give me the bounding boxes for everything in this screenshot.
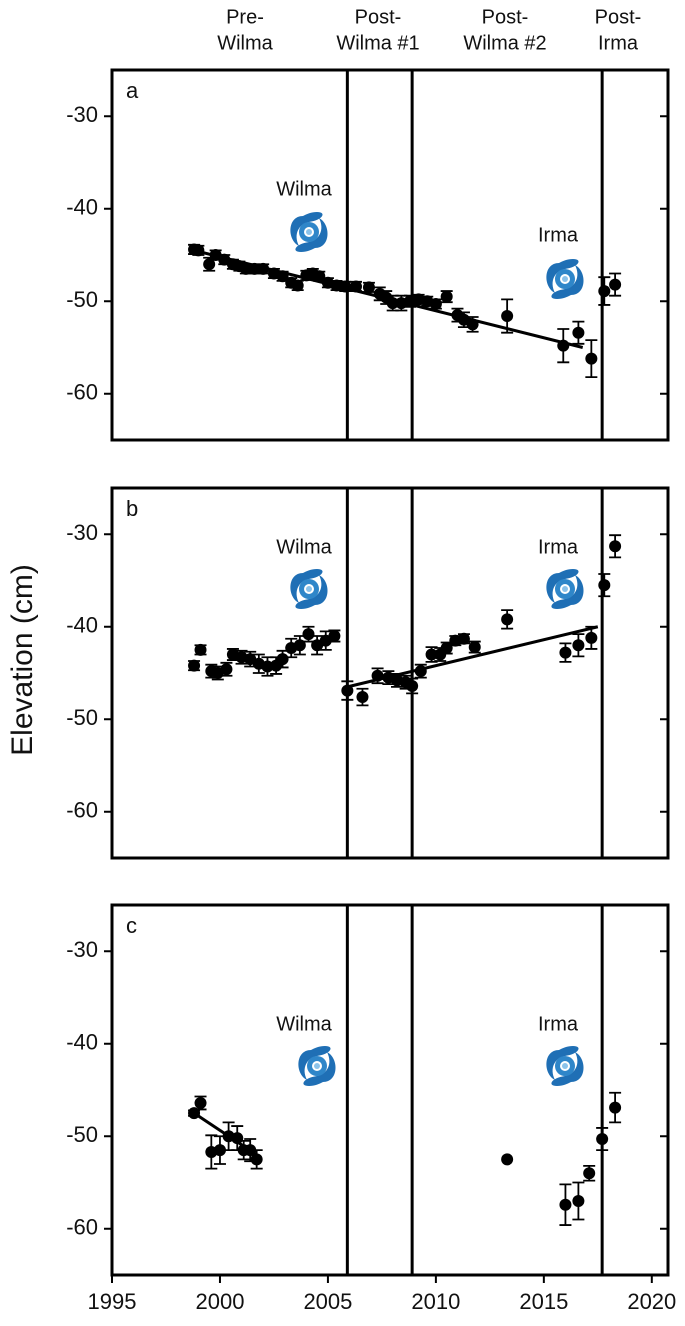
data-point	[414, 665, 427, 678]
panel-label: c	[126, 913, 137, 938]
y-tick-label: -60	[66, 380, 98, 405]
data-point	[609, 1101, 622, 1114]
data-point	[213, 1144, 226, 1157]
period-label: Wilma #1	[336, 32, 419, 54]
data-point	[457, 632, 470, 645]
y-tick-label: -50	[66, 1122, 98, 1147]
x-tick-label: 2000	[195, 1289, 244, 1314]
data-point	[248, 262, 261, 275]
x-tick-label: 2005	[303, 1289, 352, 1314]
data-point	[257, 262, 270, 275]
data-point	[386, 297, 399, 310]
data-point	[261, 660, 274, 673]
data-point	[194, 1096, 207, 1109]
y-axis-label: Elevation (cm)	[6, 564, 39, 756]
data-point	[559, 646, 572, 659]
data-point	[328, 630, 341, 642]
plot-frame	[110, 68, 670, 442]
y-tick-label: -30	[66, 102, 98, 127]
period-label: Irma	[598, 32, 639, 54]
data-point	[313, 270, 326, 283]
data-point	[583, 1167, 596, 1180]
x-tick-label: 2010	[411, 1289, 460, 1314]
data-point	[220, 663, 233, 676]
data-point	[276, 270, 289, 283]
period-label: Post-	[482, 6, 529, 28]
data-point	[276, 653, 289, 666]
data-point	[557, 339, 570, 352]
y-tick-label: -60	[66, 798, 98, 823]
data-point	[371, 669, 384, 682]
hurricane-icon	[546, 569, 584, 609]
storm-label: Irma	[538, 536, 579, 558]
data-point	[501, 310, 514, 323]
data-point	[356, 691, 369, 704]
data-point	[425, 648, 438, 661]
storm-label: Wilma	[276, 1013, 332, 1035]
data-point	[572, 326, 585, 339]
y-tick-label: -50	[66, 287, 98, 312]
y-tick-label: -50	[66, 705, 98, 730]
data-point	[291, 279, 304, 292]
data-point	[362, 281, 375, 294]
y-tick-label: -40	[66, 195, 98, 220]
plot-frame	[110, 486, 670, 860]
x-tick-label: 2015	[519, 1289, 568, 1314]
data-point	[231, 1132, 244, 1145]
data-point	[596, 1133, 609, 1146]
hurricane-icon	[298, 1046, 336, 1086]
data-point	[501, 613, 514, 626]
panel-label: b	[126, 496, 138, 521]
storm-label: Irma	[538, 1013, 579, 1035]
x-tick-label: 2020	[627, 1289, 676, 1314]
data-point	[572, 639, 585, 652]
data-point	[598, 285, 611, 298]
period-label: Wilma	[217, 32, 273, 54]
data-point	[192, 244, 205, 257]
period-label: Post-	[595, 6, 642, 28]
plot-frame	[110, 903, 670, 1277]
data-point	[501, 1153, 514, 1166]
data-point	[341, 684, 354, 697]
data-point	[194, 643, 207, 656]
data-point	[585, 631, 598, 644]
storm-label: Wilma	[276, 178, 332, 200]
data-point	[609, 278, 622, 291]
data-point	[466, 318, 479, 331]
hurricane-icon	[546, 1046, 584, 1086]
y-tick-label: -30	[66, 937, 98, 962]
data-point	[559, 1198, 572, 1211]
panel-label: a	[126, 78, 139, 103]
period-label: Post-	[355, 6, 402, 28]
data-point	[244, 1144, 257, 1157]
data-point	[572, 1195, 585, 1207]
x-tick-label: 1995	[88, 1289, 137, 1314]
data-point	[406, 679, 419, 692]
data-point	[302, 628, 315, 641]
data-point	[468, 641, 481, 654]
data-point	[609, 540, 622, 553]
data-point	[203, 258, 216, 271]
hurricane-icon	[290, 212, 328, 252]
data-point	[239, 262, 252, 275]
data-point	[250, 1153, 263, 1166]
y-tick-label: -60	[66, 1215, 98, 1240]
data-point	[585, 352, 598, 365]
hurricane-icon	[546, 259, 584, 299]
data-point	[339, 280, 352, 293]
y-tick-label: -40	[66, 613, 98, 638]
hurricane-icon	[290, 569, 328, 609]
data-point	[188, 659, 201, 672]
data-point	[598, 579, 611, 592]
period-label: Pre-	[226, 6, 264, 28]
data-point	[440, 290, 453, 303]
data-point	[429, 298, 442, 311]
period-label: Wilma #2	[463, 32, 546, 54]
storm-label: Wilma	[276, 536, 332, 558]
storm-label: Irma	[538, 224, 579, 246]
y-tick-label: -30	[66, 520, 98, 545]
data-point	[349, 280, 362, 293]
y-tick-label: -40	[66, 1030, 98, 1055]
